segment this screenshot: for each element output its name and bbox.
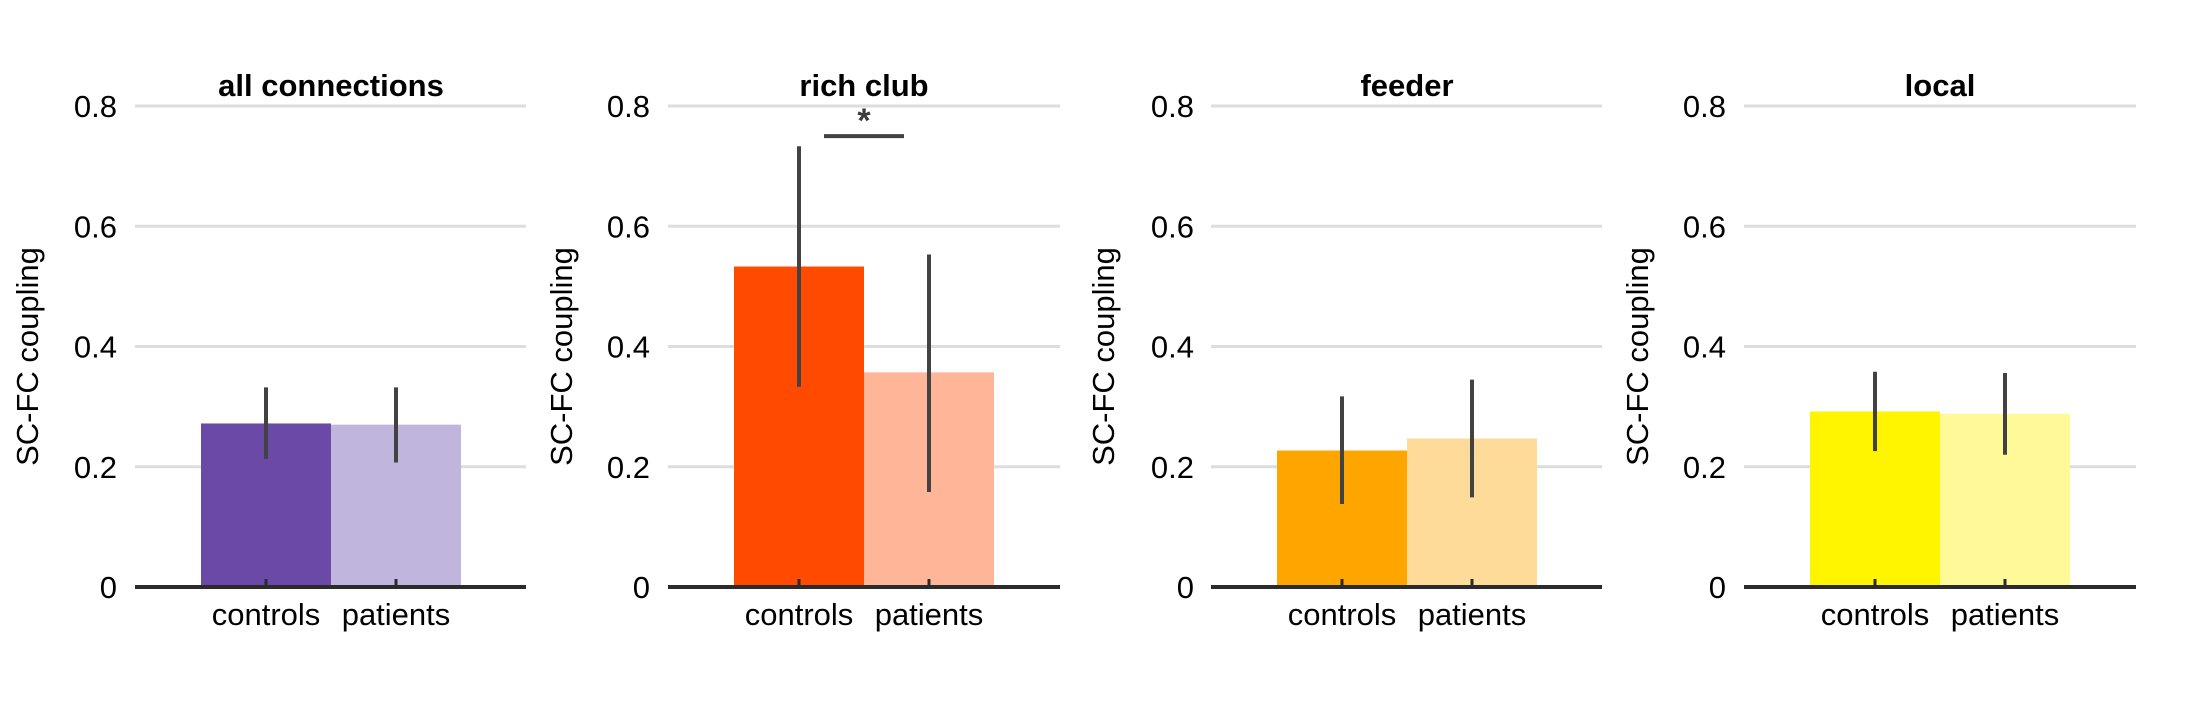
chart-panel-3: 0 0.2 0.4 0.6 0.8 controls patients feeder SC-FC…: [1086, 68, 1602, 632]
y-tick-label: 0.2: [1151, 450, 1194, 485]
y-tick-label: 0.6: [74, 209, 117, 244]
panel-title: rich club: [799, 68, 928, 103]
y-tick-label: 0: [1177, 570, 1194, 605]
category-label: patients: [342, 597, 451, 632]
category-label: controls: [1821, 597, 1930, 632]
y-tick-label: 0.8: [1151, 89, 1194, 124]
y-tick-label: 0.4: [1151, 330, 1194, 365]
y-axis-label: SC-FC coupling: [544, 247, 579, 466]
y-tick-label: 0.6: [1151, 209, 1194, 244]
y-tick-label: 0.4: [607, 330, 650, 365]
y-tick-label: 0.6: [1683, 209, 1726, 244]
y-tick-label: 0.4: [1683, 330, 1726, 365]
y-tick-label: 0: [100, 570, 117, 605]
y-tick-label: 0: [633, 570, 650, 605]
significance-star: *: [857, 102, 871, 140]
y-tick-label: 0: [1709, 570, 1726, 605]
y-tick-label: 0.8: [74, 89, 117, 124]
y-axis-label: SC-FC coupling: [1086, 247, 1121, 466]
panel-title: all connections: [218, 68, 444, 103]
y-axis-label: SC-FC coupling: [10, 247, 45, 466]
y-tick-label: 0.2: [74, 450, 117, 485]
category-label: controls: [745, 597, 854, 632]
y-tick-label: 0.6: [607, 209, 650, 244]
panel-title: feeder: [1360, 68, 1453, 103]
y-tick-label: 0.4: [74, 330, 117, 365]
y-tick-label: 0.8: [607, 89, 650, 124]
y-tick-label: 0.2: [1683, 450, 1726, 485]
category-label: controls: [212, 597, 321, 632]
panel-title: local: [1905, 68, 1976, 103]
chart-panel-4: 0 0.2 0.4 0.6 0.8 controls patients local SC-FC …: [1620, 68, 2136, 632]
chart-panel-1: 0 0.2 0.4 0.6 0.8 controls patients all connect…: [10, 68, 526, 632]
y-tick-label: 0.2: [607, 450, 650, 485]
chart-panel-2: 0 0.2 0.4 0.6 0.8 controls patients rich club SC…: [544, 68, 1060, 632]
category-label: patients: [875, 597, 984, 632]
category-label: controls: [1288, 597, 1397, 632]
y-axis-label: SC-FC coupling: [1620, 247, 1655, 466]
category-label: patients: [1418, 597, 1527, 632]
category-label: patients: [1951, 597, 2060, 632]
y-tick-label: 0.8: [1683, 89, 1726, 124]
